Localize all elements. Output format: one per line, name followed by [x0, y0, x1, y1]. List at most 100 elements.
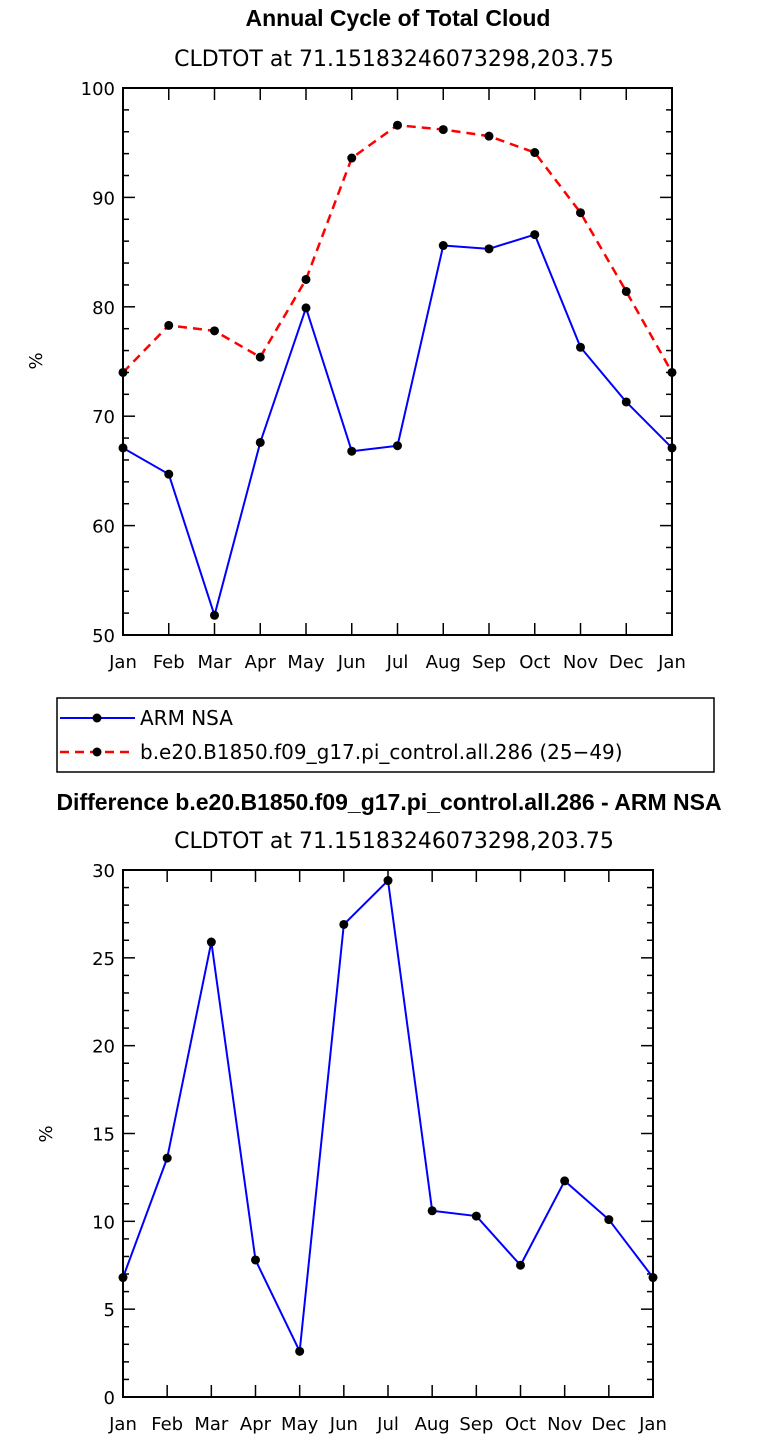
chart2-series-0-point	[648, 1273, 658, 1283]
chart1-legend: ARM NSA b.e20.B1850.f09_g17.pi_control.a…	[56, 697, 715, 773]
chart2-series	[118, 876, 658, 1356]
chart1-x-tick-label: Dec	[609, 652, 644, 673]
chart1-y-tick-label: 80	[92, 298, 115, 319]
chart2-y-tick-label: 5	[104, 1300, 115, 1321]
chart2-x-tick-label: Feb	[151, 1414, 183, 1435]
chart1-y-tick-label: 50	[92, 626, 115, 647]
chart1-series-0-point	[667, 443, 677, 453]
chart2-series-0-point	[295, 1346, 305, 1356]
chart2-x-tick-label: Jul	[376, 1414, 399, 1435]
chart2-series-0-point	[162, 1153, 172, 1163]
chart1-x-tick-label: Jun	[337, 652, 366, 673]
chart2-series-0-point	[427, 1206, 437, 1216]
chart1-series-1-point	[118, 367, 128, 377]
chart2-x-tick-label: Mar	[194, 1414, 229, 1435]
chart1-x-tick-label: Sep	[472, 652, 506, 673]
chart1-series-1-line	[122, 123, 674, 374]
chart2-x-tick-label: Nov	[547, 1414, 582, 1435]
chart1-series-1-point	[484, 131, 494, 141]
chart2-x-tick-label: Oct	[505, 1414, 536, 1435]
chart1-series-0-point	[530, 230, 540, 240]
chart1-series-1-point	[301, 274, 311, 284]
legend-marker-arm-nsa	[92, 713, 102, 723]
chart1-series-1-point	[621, 286, 631, 296]
chart1-series-0-point	[576, 342, 585, 352]
chart1-series-0-line	[122, 233, 673, 617]
chart2-series-0-point	[251, 1255, 260, 1265]
chart1-y-tick-label: 100	[81, 79, 115, 100]
legend-label-model: b.e20.B1850.f09_g17.pi_control.all.286 (…	[140, 740, 623, 764]
chart1-x-tick-label: Aug	[426, 652, 461, 673]
chart2-y-tick-label: 15	[92, 1125, 115, 1146]
annual-cycle-chart: Annual Cycle of Total Cloud CLDTOT at 71…	[26, 5, 686, 673]
chart1-x-tick-label: Jan	[108, 652, 137, 673]
chart1-title: Annual Cycle of Total Cloud	[246, 5, 551, 31]
chart1-series-0-point	[164, 469, 174, 479]
chart1-axes: 50 60 70 80 90 100 Jan Feb Mar Apr May Jun Jul Aug Sep…	[81, 79, 686, 673]
chart2-y-tick-label: 10	[92, 1212, 115, 1233]
chart1-series-0-point	[484, 244, 494, 254]
legend-box	[56, 697, 715, 773]
chart2-subtitle: CLDTOT at 71.15183246073298,203.75	[174, 829, 614, 854]
chart1-series-1-point	[438, 125, 448, 135]
chart1-y-tick-label: 60	[92, 517, 115, 538]
chart1-y-axis-label: %	[26, 352, 47, 369]
chart1-series-1-point	[347, 153, 357, 163]
legend-marker-model	[92, 747, 102, 757]
chart1-subtitle: CLDTOT at 71.15183246073298,203.75	[174, 47, 614, 72]
chart2-series-0-point	[118, 1273, 128, 1283]
chart2-series-0-point	[339, 919, 349, 929]
chart1-series	[118, 120, 677, 620]
chart1-series-1-point	[530, 148, 540, 158]
chart2-series-0-point	[471, 1211, 481, 1221]
chart2-series-0-line	[122, 879, 654, 1353]
chart2-axes: 0 5 10 15 20 25 30 Jan Feb Mar Apr May Jun Jul Aug Sep O…	[92, 861, 667, 1435]
chart1-series-1-point	[210, 326, 219, 336]
chart1-x-tick-label: Mar	[198, 652, 233, 673]
chart2-x-tick-label: Jan	[638, 1414, 667, 1435]
chart2-series-0-point	[516, 1260, 525, 1270]
chart2-y-tick-label: 30	[92, 861, 115, 882]
chart2-series-0-point	[604, 1215, 614, 1225]
chart2-x-tick-label: Apr	[240, 1414, 272, 1435]
chart1-x-tick-label: May	[287, 652, 325, 673]
chart1-series-0-point	[621, 397, 631, 407]
chart2-x-tick-label: Sep	[459, 1414, 493, 1435]
chart1-y-tick-label: 70	[92, 407, 115, 428]
chart2-x-tick-label: Dec	[591, 1414, 626, 1435]
chart2-series-0-point	[383, 876, 393, 886]
chart2-series-0-point	[206, 937, 216, 947]
chart1-series-0-point	[118, 443, 128, 453]
chart1-series-0-point	[393, 441, 402, 451]
chart2-y-tick-label: 0	[104, 1388, 115, 1409]
chart1-series-1-point	[576, 208, 585, 218]
chart1-x-tick-label: Apr	[245, 652, 277, 673]
chart1-x-tick-label: Jul	[386, 652, 409, 673]
chart1-series-0-point	[301, 303, 311, 313]
chart1-series-1-point	[255, 352, 265, 362]
chart1-series-1-point	[667, 367, 677, 377]
chart2-y-tick-label: 20	[92, 1037, 115, 1058]
chart1-series-0-point	[255, 437, 265, 447]
chart2-y-axis-label: %	[36, 1125, 57, 1142]
chart1-series-0-point	[347, 446, 357, 456]
chart2-x-tick-label: May	[281, 1414, 319, 1435]
chart1-y-tick-label: 90	[92, 188, 115, 209]
chart2-x-tick-label: Jan	[108, 1414, 137, 1435]
chart1-series-0-point	[210, 610, 219, 620]
chart1-x-tick-label: Oct	[519, 652, 550, 673]
chart1-series-1-point	[393, 120, 402, 130]
chart1-series-0-point	[438, 241, 448, 251]
difference-chart: Difference b.e20.B1850.f09_g17.pi_contro…	[36, 789, 722, 1435]
chart1-x-tick-label: Feb	[153, 652, 185, 673]
chart2-plot-frame	[122, 869, 654, 1398]
chart1-x-tick-label: Nov	[563, 652, 598, 673]
legend-label-arm-nsa: ARM NSA	[140, 706, 233, 730]
chart1-x-tick-label: Jan	[657, 652, 686, 673]
chart1-plot-frame	[122, 87, 673, 636]
chart1-series-1-point	[164, 320, 174, 330]
chart2-x-tick-label: Aug	[415, 1414, 450, 1435]
chart2-title: Difference b.e20.B1850.f09_g17.pi_contro…	[56, 789, 721, 815]
chart2-x-tick-label: Jun	[329, 1414, 358, 1435]
